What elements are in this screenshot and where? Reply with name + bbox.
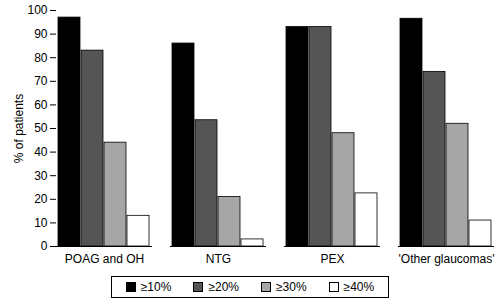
svg-text:% of patients: % of patients	[12, 94, 26, 163]
svg-text:30: 30	[34, 169, 48, 183]
svg-text:0: 0	[41, 239, 48, 253]
svg-text:90: 90	[34, 27, 48, 41]
html-text:≥40%: ≥40%	[343, 280, 375, 294]
svg-text:50: 50	[34, 121, 48, 135]
html-text:≥30%: ≥30%	[276, 280, 307, 294]
svg-text:70: 70	[34, 74, 48, 88]
svg-text:100: 100	[27, 3, 47, 17]
html-text:≥10%: ≥10%	[140, 280, 172, 294]
svg-text:NTG: NTG	[206, 252, 231, 266]
svg-text:80: 80	[34, 51, 48, 65]
svg-text:40: 40	[34, 145, 48, 159]
svg-text:POAG and OH: POAG and OH	[65, 252, 144, 266]
svg-text:60: 60	[34, 98, 48, 112]
svg-text:'Other glaucomas': 'Other glaucomas'	[399, 252, 495, 266]
svg-text:10: 10	[34, 216, 48, 230]
html-text:≥20%: ≥20%	[208, 280, 239, 294]
svg-text:20: 20	[34, 192, 48, 206]
svg-text:PEX: PEX	[320, 252, 344, 266]
